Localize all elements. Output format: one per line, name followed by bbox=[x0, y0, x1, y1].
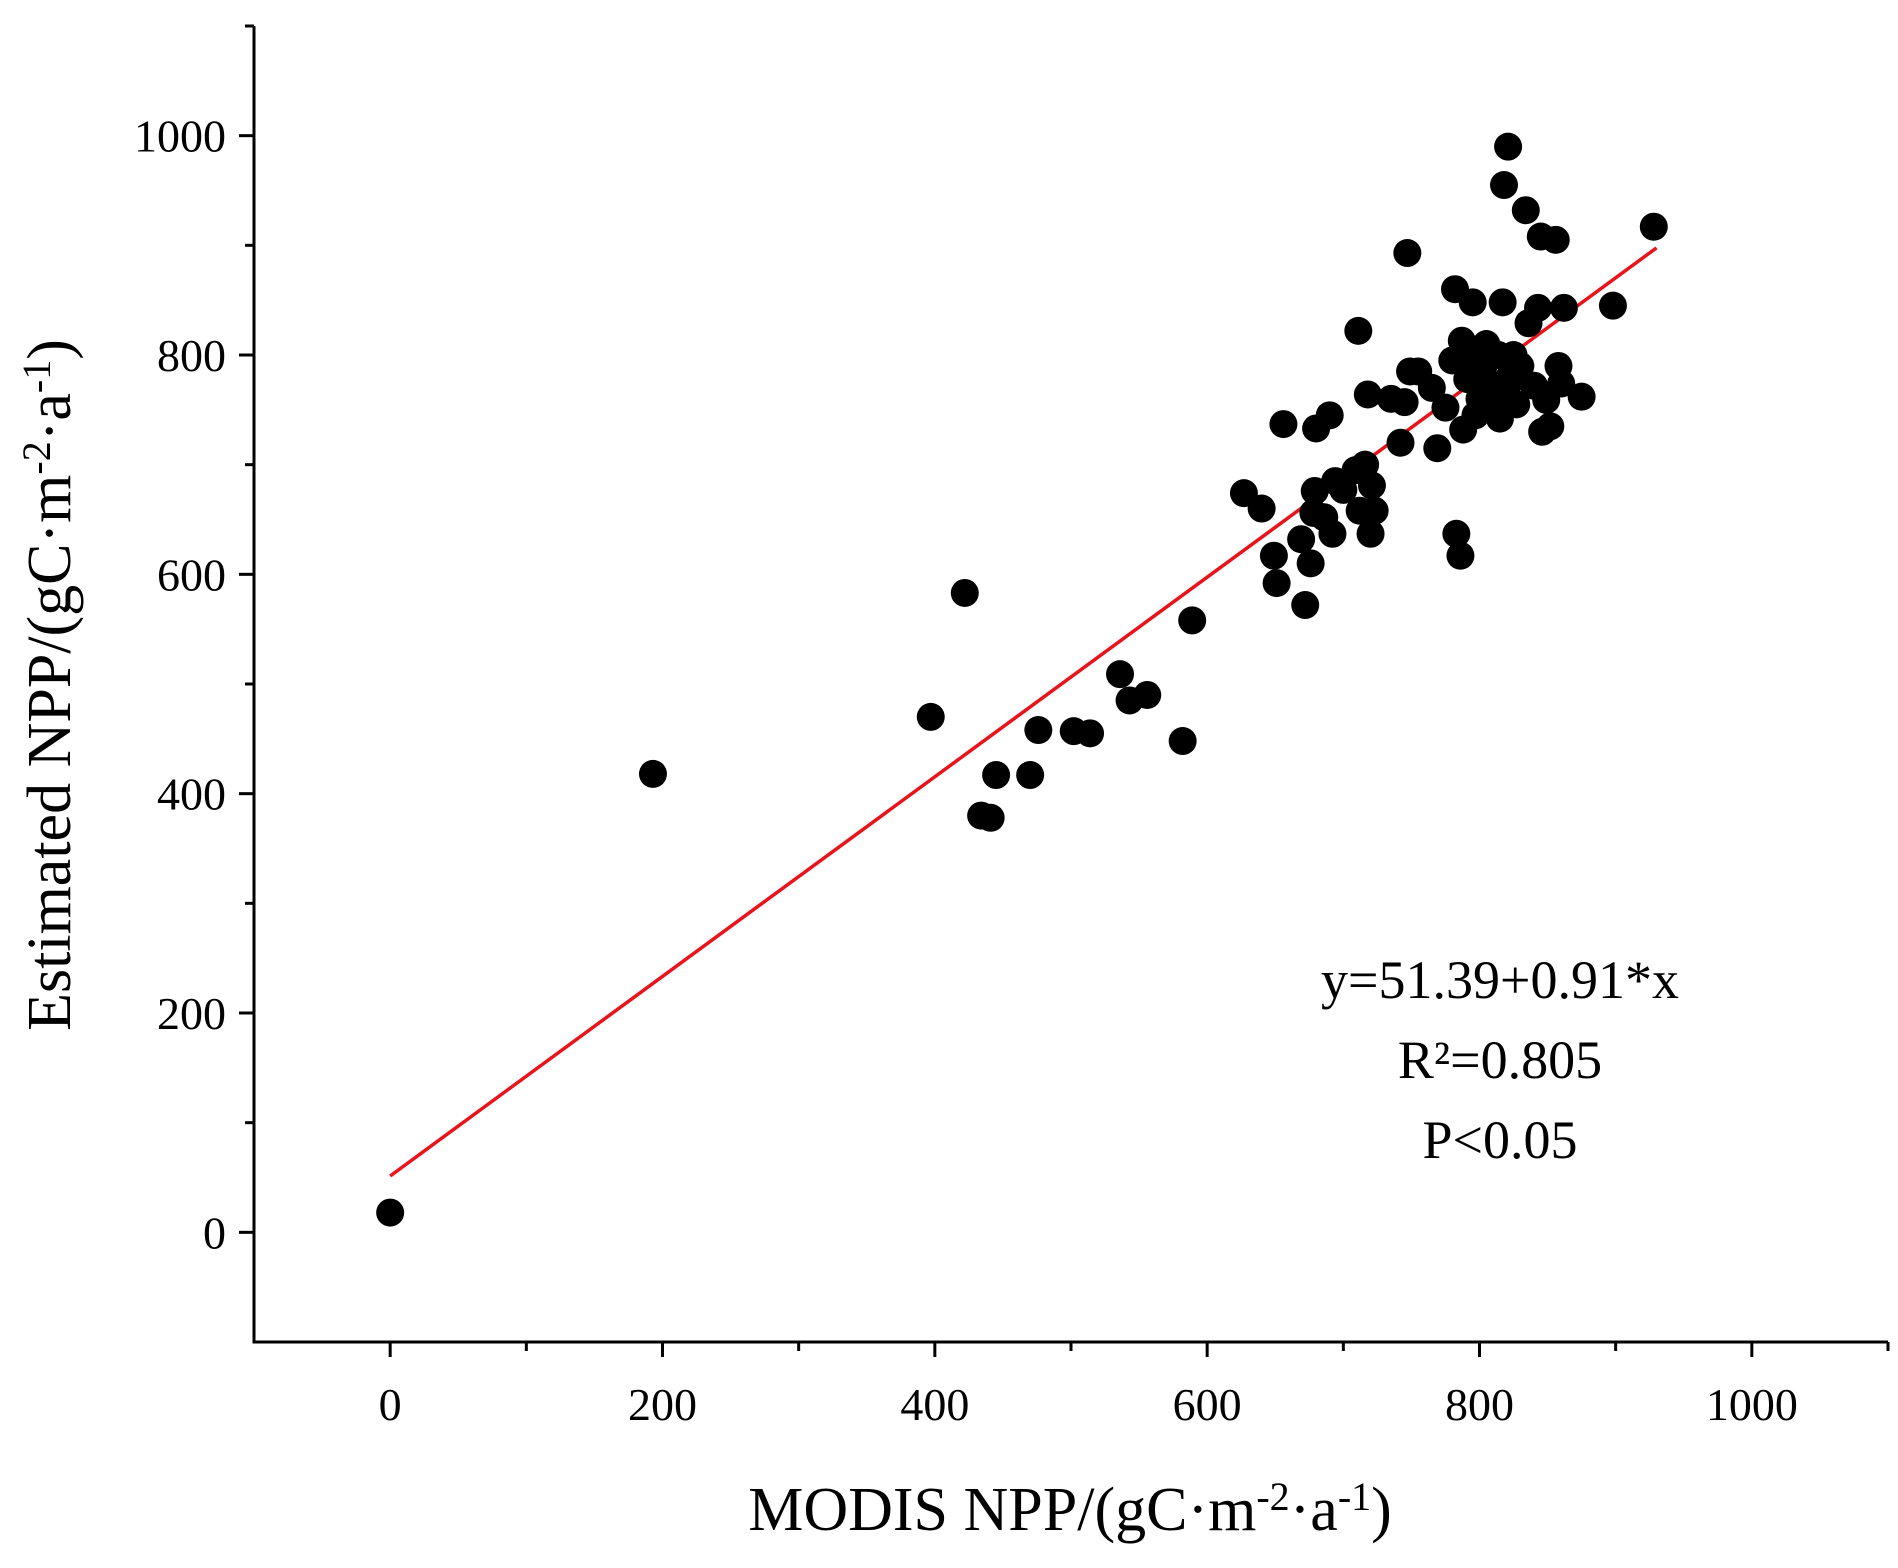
data-point bbox=[1247, 494, 1276, 523]
y-tick-label: 600 bbox=[157, 549, 226, 600]
data-point bbox=[1502, 390, 1531, 419]
x-axis-label: MODIS NPP/(gC·m-2·a-1) bbox=[748, 1474, 1392, 1544]
regression-equation: y=51.39+0.91*x bbox=[1321, 950, 1679, 1010]
data-point bbox=[376, 1198, 405, 1227]
data-point bbox=[1639, 212, 1668, 241]
data-point bbox=[1353, 380, 1382, 409]
data-point bbox=[1567, 382, 1596, 411]
data-point bbox=[1423, 434, 1452, 463]
data-point bbox=[1291, 591, 1320, 620]
data-point bbox=[1442, 519, 1471, 548]
y-tick-label: 1000 bbox=[134, 111, 226, 162]
data-point bbox=[1344, 316, 1373, 345]
data-point bbox=[1016, 761, 1045, 790]
data-point bbox=[1511, 196, 1540, 225]
data-point bbox=[1446, 541, 1475, 570]
data-point bbox=[1287, 525, 1316, 554]
p-value-label: P<0.05 bbox=[1423, 1110, 1578, 1170]
data-point bbox=[1315, 401, 1344, 430]
data-point bbox=[1133, 680, 1162, 709]
data-point bbox=[1106, 660, 1135, 689]
x-tick-label: 0 bbox=[379, 1379, 402, 1430]
data-point bbox=[1549, 293, 1578, 322]
x-tick-label: 800 bbox=[1445, 1379, 1514, 1430]
data-point bbox=[1541, 225, 1570, 254]
data-point bbox=[1431, 393, 1460, 422]
y-tick-label: 800 bbox=[157, 330, 226, 381]
data-point bbox=[1024, 716, 1053, 745]
data-point bbox=[1386, 428, 1415, 457]
data-point bbox=[1536, 412, 1565, 441]
data-point bbox=[1076, 719, 1105, 748]
x-tick-label: 1000 bbox=[1706, 1379, 1798, 1430]
y-tick-label: 200 bbox=[157, 988, 226, 1039]
r-squared-label: R²=0.805 bbox=[1398, 1030, 1602, 1090]
data-point bbox=[1598, 291, 1627, 320]
data-point bbox=[1547, 369, 1576, 398]
data-point bbox=[1262, 569, 1291, 598]
data-point bbox=[1458, 288, 1487, 317]
data-point bbox=[1393, 239, 1422, 268]
x-tick-label: 600 bbox=[1173, 1379, 1242, 1430]
data-point bbox=[1259, 541, 1288, 570]
data-point bbox=[976, 803, 1005, 832]
data-point bbox=[1417, 373, 1446, 402]
data-point bbox=[1490, 171, 1519, 200]
data-point bbox=[1360, 496, 1389, 525]
data-point bbox=[1390, 388, 1419, 417]
y-tick-label: 0 bbox=[203, 1207, 226, 1258]
data-point bbox=[1506, 351, 1535, 380]
data-point bbox=[1296, 549, 1325, 578]
x-tick-label: 200 bbox=[628, 1379, 697, 1430]
data-point bbox=[1178, 606, 1207, 635]
data-point bbox=[982, 761, 1011, 790]
data-point bbox=[1488, 288, 1517, 317]
data-point bbox=[638, 759, 667, 788]
data-point bbox=[1168, 727, 1197, 756]
data-point bbox=[1269, 410, 1298, 439]
data-point bbox=[916, 702, 945, 731]
data-point bbox=[1356, 519, 1385, 548]
x-tick-label: 400 bbox=[900, 1379, 969, 1430]
ticks: 0 200 400 600 800 1000 0 200 400 600 800 1000 bbox=[134, 24, 1890, 1430]
data-point bbox=[1357, 471, 1386, 500]
data-point bbox=[950, 578, 979, 607]
data-point bbox=[1524, 293, 1553, 322]
data-point bbox=[1494, 132, 1523, 161]
y-tick-label: 400 bbox=[157, 769, 226, 820]
data-point bbox=[1318, 519, 1347, 548]
y-axis-label: Estimated NPP/(gC·m-2·a-1) bbox=[14, 339, 84, 1031]
